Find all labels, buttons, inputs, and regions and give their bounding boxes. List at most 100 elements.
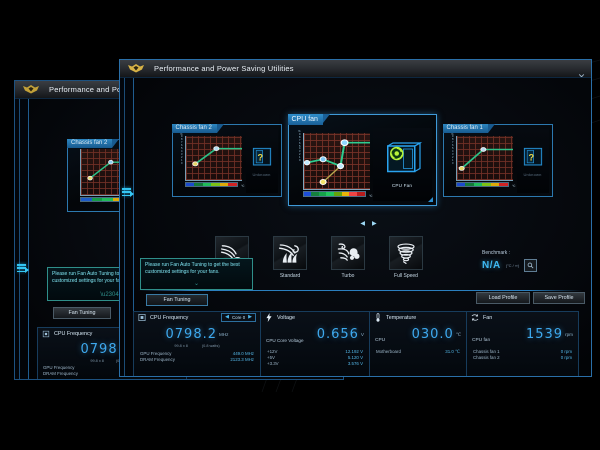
cpu-temp-label: CPU (375, 338, 386, 343)
panel-row: DRAM Frequency 2123.3 MHz (140, 357, 254, 363)
unknown-fan-icon: ? (523, 147, 542, 166)
chassis-fan-1-label: Chassis fan 1 (473, 349, 500, 354)
menu-icon[interactable] (122, 188, 134, 199)
carousel-arrows: ◀ ▶ (133, 221, 591, 227)
cpu-core-voltage-value: 0.656 (316, 327, 359, 342)
gpu-frequency-label: GPU Frequency (140, 351, 172, 356)
fan-unknown-graphic: ? Unknown (245, 128, 278, 193)
rail-line (19, 99, 20, 379)
main-window[interactable]: Performance and Power Saving Utilities ✕… (119, 59, 592, 377)
rail-5v-label: +5V (267, 355, 275, 360)
rail-12v-label: +12V (267, 349, 278, 354)
tuf-gaming-logo-icon (20, 83, 42, 96)
benchmark-value: N/A (482, 260, 501, 271)
background-window-title: Performance and Pow (49, 85, 128, 94)
benchmark-label: Benchmark : (482, 250, 511, 256)
fan-tile-caption: CPU Fan (391, 183, 413, 188)
carousel-prev-icon[interactable]: ◀ (360, 221, 365, 227)
cpu-frequency-title: CPU Frequency (150, 314, 189, 321)
panel-row: Chassis fan 1 0 rpm (473, 349, 572, 355)
fan-icon (471, 314, 479, 322)
cpu-chip-icon (42, 330, 50, 338)
panel-row: Chassis fan 2 0 rpm (473, 355, 572, 361)
svg-text:?: ? (257, 152, 263, 162)
rail-33v-label: +3.3V (267, 361, 279, 366)
panel-row: +3.3V 3.576 V (267, 361, 363, 367)
fan-tile-tab: CPU fan (287, 114, 331, 125)
status-panels: CPU Frequency ◀ Core 0 ▶ 0798.2 MHz 99.8 … (133, 311, 591, 376)
main-window-body: Chassis fan 2 % 9 8 7 6 5 4 3 2 1 0 (120, 77, 591, 376)
magnifier-icon[interactable] (524, 259, 538, 272)
cpu-frequency-value: 0798.2 (165, 327, 218, 342)
cpu-temp-unit: ℃ (455, 332, 461, 337)
cpu-power: (0.8 watts) (201, 344, 220, 348)
core-next-icon[interactable]: ▶ (248, 314, 252, 320)
rail-5v-value: 5.120 V (347, 355, 363, 360)
fan-unknown-graphic: ? Unknown (516, 128, 549, 193)
bg-tooltip-text: Please run Fan Auto Tuning to get the be… (52, 271, 147, 284)
fan-mode-label: Turbo (341, 273, 355, 279)
cpu-frequency-panel: CPU Frequency ◀ Core 0 ▶ 0798.2 MHz 99.8 … (133, 311, 260, 376)
standard-fan-icon (278, 244, 299, 263)
rail-12v-value: 12.192 V (345, 349, 363, 354)
fan-tile-chassis-fan-1[interactable]: Chassis fan 1 % 9 8 7 6 5 4 3 2 1 0 (442, 123, 553, 197)
fan-tile-chassis-fan-2[interactable]: Chassis fan 2 % 9 8 7 6 5 4 3 2 1 0 (171, 123, 282, 197)
cpu-fan-value: 1539 (525, 327, 564, 342)
save-profile-button[interactable]: Save Profile (533, 292, 585, 304)
benchmark-group: Benchmark : N/A (°C / ∞) (482, 250, 582, 272)
main-window-titlebar[interactable]: Performance and Power Saving Utilities (120, 60, 591, 78)
x-axis-label: ℃ (241, 183, 245, 188)
dram-frequency-label: DRAM Frequency (140, 357, 175, 362)
cpu-core-voltage-label: CPU Core Voltage (266, 338, 304, 343)
core-selector[interactable]: ◀ Core 0 ▶ (221, 313, 256, 322)
fan-tile-tab: Chassis fan 1 (442, 123, 496, 133)
thermometer-icon (374, 313, 382, 322)
cpu-temp-value: 030.0 (411, 327, 454, 342)
main-window-rail (120, 78, 134, 376)
cpu-multiplier: 99.8 x 8 (174, 344, 188, 348)
unknown-fan-icon: ? (252, 147, 271, 166)
tooltip-line-2: customized settings for your fans. (145, 269, 220, 275)
motherboard-temp-value: 31.0 ℃ (445, 349, 460, 354)
benchmark-unit: (°C / ∞) (505, 263, 520, 268)
panel-row: Motherboard 31.0 ℃ (376, 349, 460, 355)
x-axis-label: ℃ (369, 194, 373, 198)
bg-fan-tuning-button[interactable]: Fan Tuning (53, 307, 111, 319)
dram-frequency-value: 2123.3 MHz (230, 357, 254, 362)
cpu-fan-label: CPU fan (472, 338, 491, 343)
fan-tuning-tooltip: Please run Fan Auto Tuning to get the be… (140, 258, 253, 290)
menu-icon[interactable] (17, 264, 29, 275)
load-profile-button[interactable]: Load Profile (476, 292, 530, 304)
bg-dram-label: DRAM Frequency (43, 371, 78, 376)
carousel-next-icon[interactable]: ▶ (372, 221, 377, 227)
voltage-panel: Voltage CPU Core Voltage 0.656 V +12V 12.… (260, 311, 369, 376)
fan-mode-label: Full Speed (394, 273, 418, 279)
bg-fan-tile-tab: Chassis fan 2 (67, 139, 120, 148)
fan-panel: Fan CPU fan 1539 rpm Chassis fan 1 0 rpm (466, 311, 579, 376)
cpu-core-voltage-unit: V (360, 332, 364, 337)
tooltip-caret-icon: ⌄ (193, 281, 200, 287)
cpu-fan-icon (387, 141, 423, 173)
temperature-title: Temperature (386, 314, 417, 321)
core-selector-value: Core 0 (231, 315, 246, 320)
tooltip-line-1: Please run Fan Auto Tuning to get the be… (145, 262, 240, 268)
section-divider (138, 290, 583, 291)
fan-mode-full-speed[interactable]: Full Speed (389, 236, 423, 279)
tuf-gaming-logo-icon (125, 62, 147, 75)
full-speed-fan-icon (397, 243, 415, 264)
panel-row: GPU Frequency 449.0 MHz (140, 351, 254, 357)
bg-cpu-mult: 99.8 x 8 (90, 359, 104, 363)
core-prev-icon[interactable]: ◀ (225, 314, 229, 320)
fan-tile-caption: Unknown (252, 172, 271, 177)
bg-cpu-frequency-title: CPU Frequency (54, 330, 93, 337)
fan-mode-standard[interactable]: Standard (273, 236, 307, 279)
gpu-frequency-value: 449.0 MHz (232, 351, 254, 356)
panel-row: +5V 5.120 V (267, 355, 363, 361)
fan-tuning-button[interactable]: Fan Tuning (146, 294, 208, 306)
fan-tile-cpu-fan[interactable]: CPU fan % 9 8 7 6 5 4 3 2 1 0 (287, 114, 437, 206)
cpu-frequency-unit: MHz (219, 332, 229, 337)
fan-mode-turbo[interactable]: Turbo (331, 236, 365, 279)
cpu-fan-unit: rpm (565, 332, 573, 337)
voltage-title: Voltage (277, 314, 295, 321)
